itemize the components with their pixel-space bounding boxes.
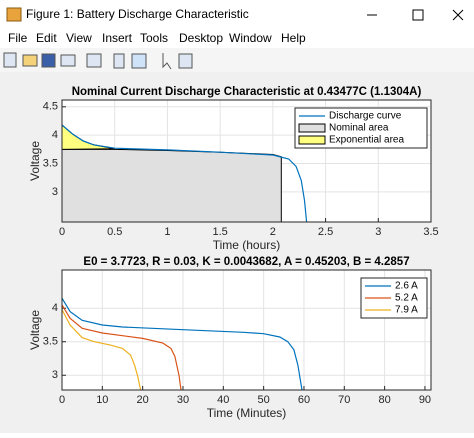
legend-label: 5.2 A — [395, 293, 418, 304]
x-tick-label: 0 — [59, 226, 65, 238]
colorbar-icon[interactable] — [113, 53, 125, 69]
new-icon[interactable] — [3, 52, 17, 68]
title-bar — [0, 0, 474, 30]
x-tick-label: 3 — [375, 226, 381, 238]
axes-box — [61, 99, 432, 223]
line — [62, 124, 308, 222]
x-tick-label: 20 — [137, 394, 149, 406]
line — [62, 309, 142, 390]
x-tick-label: 40 — [217, 394, 229, 406]
x-tick-label: 50 — [258, 394, 270, 406]
y-tick-label: 4 — [52, 129, 58, 141]
chart-title: Nominal Current Discharge Characteristic… — [72, 86, 422, 98]
maximize-button[interactable] — [412, 9, 424, 21]
x-tick-label: 90 — [419, 394, 431, 406]
x-tick-label: 0 — [59, 394, 65, 406]
line — [62, 304, 182, 390]
menu-bar — [0, 30, 474, 48]
y-axis-label: Voltage — [28, 310, 42, 350]
x-tick-label: 3.5 — [423, 226, 438, 238]
x-tick-label: 2.5 — [318, 226, 333, 238]
menu-item[interactable]: View — [66, 31, 92, 45]
menu-item[interactable]: Edit — [36, 31, 57, 45]
menu-item[interactable]: Window — [229, 31, 272, 45]
link-icon[interactable] — [86, 53, 102, 68]
x-tick-label: 10 — [96, 394, 108, 406]
menu-item[interactable]: Help — [281, 31, 306, 45]
print-icon[interactable] — [60, 54, 76, 67]
menu-item[interactable]: Desktop — [179, 31, 223, 45]
y-tick-label: 4.5 — [43, 101, 58, 113]
legend-label: Exponential area — [329, 135, 404, 146]
legend-label: Discharge curve — [329, 111, 402, 122]
legend-label: 7.9 A — [395, 305, 418, 316]
property-icon[interactable] — [178, 53, 193, 69]
menu: File Edit View Insert Tools Desktop Window Help — [8, 31, 306, 45]
x-tick-label: 70 — [338, 394, 350, 406]
y-tick-label: 4 — [52, 302, 58, 314]
app-icon — [6, 7, 22, 22]
y-tick-label: 3 — [52, 369, 58, 381]
window-title: Figure 1: Battery Discharge Characterist… — [26, 7, 249, 21]
menu-item[interactable]: File — [8, 31, 28, 45]
plot-marks — [62, 124, 308, 222]
y-tick-label: 3.5 — [43, 336, 58, 348]
legend-swatch — [298, 135, 326, 145]
x-axis-label: Time (hours) — [213, 238, 281, 252]
area — [62, 148, 282, 222]
axes-box — [61, 269, 432, 391]
legend-label: 2.6 A — [395, 281, 418, 292]
x-tick-label: 80 — [378, 394, 390, 406]
save-icon[interactable] — [41, 53, 56, 68]
chart-title: E0 = 3.7723, R = 0.03, K = 0.0043682, A … — [83, 256, 409, 268]
x-tick-label: 30 — [177, 394, 189, 406]
x-tick-label: 2 — [270, 226, 276, 238]
y-axis-label: Voltage — [28, 141, 42, 181]
legend-label: Nominal area — [329, 123, 389, 134]
x-tick-label: 1 — [164, 226, 170, 238]
line — [62, 297, 303, 390]
toolbar — [0, 48, 474, 72]
plot-marks — [62, 297, 303, 390]
legend-icon[interactable] — [131, 53, 147, 69]
y-tick-label: 3 — [52, 186, 58, 198]
pointer-icon[interactable] — [162, 53, 172, 70]
toolbar-icons — [3, 52, 193, 70]
legend-swatch — [298, 123, 326, 133]
close-button[interactable] — [452, 9, 464, 21]
x-axis-label: Time (Minutes) — [207, 406, 287, 420]
x-tick-label: 1.5 — [212, 226, 227, 238]
y-tick-label: 3.5 — [43, 157, 58, 169]
menu-item[interactable]: Tools — [140, 31, 168, 45]
menu-item[interactable]: Insert — [102, 31, 133, 45]
open-icon[interactable] — [22, 54, 38, 67]
x-tick-label: 0.5 — [107, 226, 122, 238]
x-tick-label: 60 — [298, 394, 310, 406]
